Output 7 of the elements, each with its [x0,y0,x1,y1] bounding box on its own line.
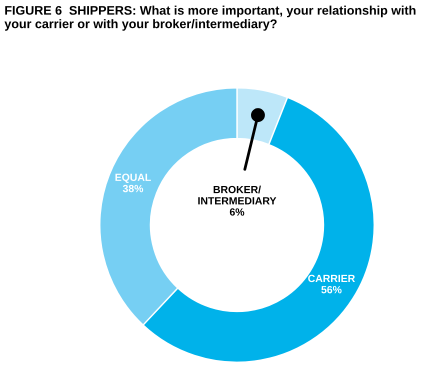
chart-title: FIGURE 6 SHIPPERS: What is more important, your relationship with your carrier or with your broker/intermediary? [4,6,416,31]
data-label: 56% [321,286,342,294]
slice-label: EQUAL [115,174,151,183]
data-label: 38% [122,184,144,192]
slice-label: CARRIER [308,274,355,282]
slice-label: BROKER/ INTERMEDIARY [198,186,276,204]
data-label: 6% [230,208,244,216]
